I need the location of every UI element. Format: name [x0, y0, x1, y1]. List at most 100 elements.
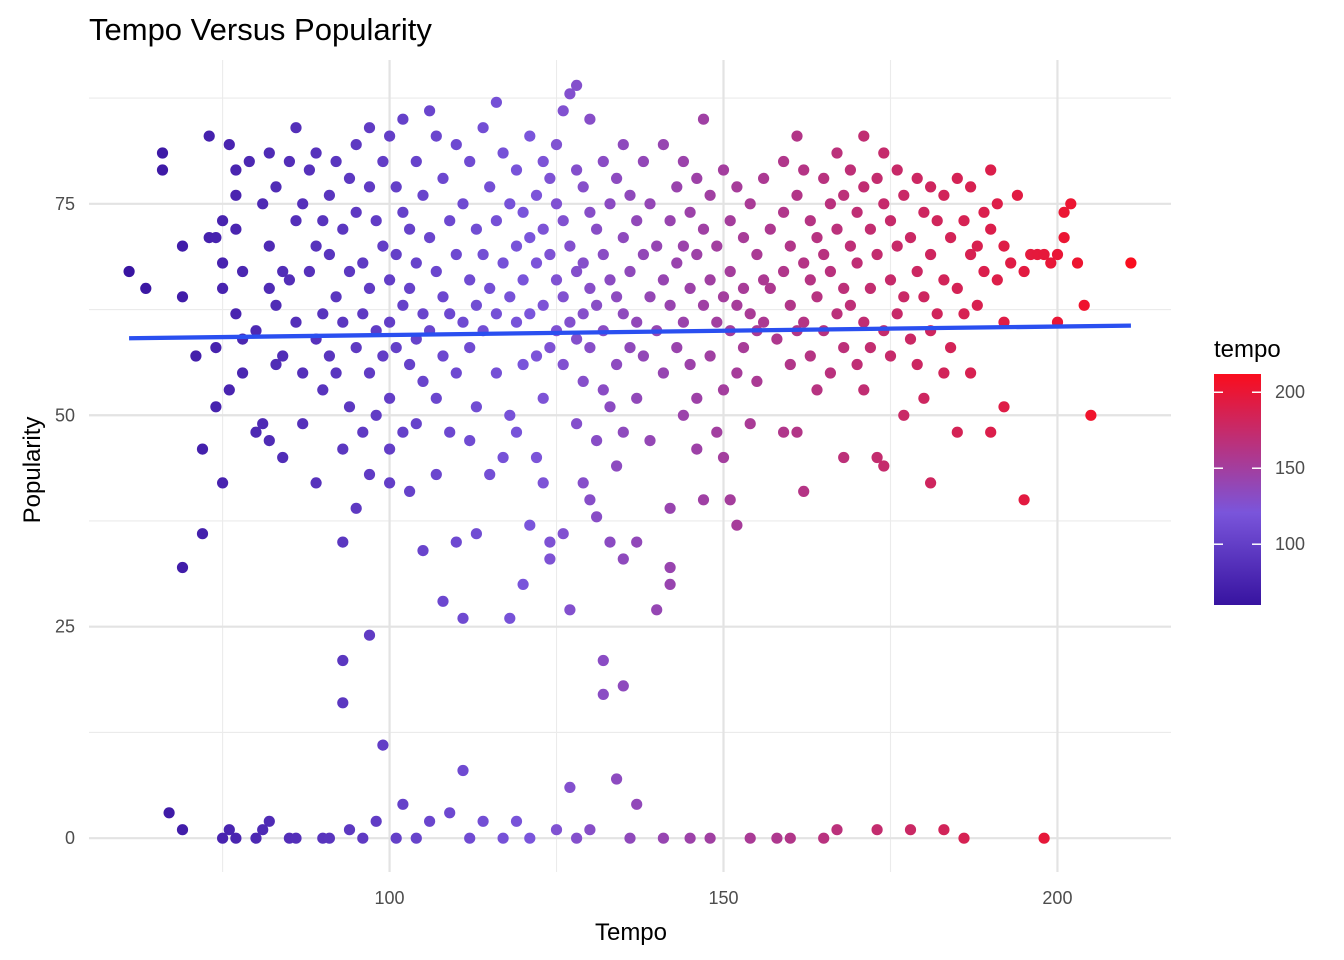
- data-point: [858, 130, 870, 142]
- legend-tick-label: 200: [1275, 382, 1305, 402]
- data-point: [497, 147, 509, 159]
- data-point: [904, 333, 917, 345]
- data-point: [290, 122, 302, 134]
- data-point: [544, 248, 556, 261]
- data-point: [230, 223, 242, 235]
- legend-colorbar: [1214, 374, 1261, 605]
- data-point: [931, 215, 943, 227]
- data-point: [564, 316, 576, 328]
- data-point: [530, 189, 543, 201]
- data-point: [604, 198, 616, 210]
- data-point: [363, 367, 376, 379]
- data-point: [277, 265, 289, 278]
- data-point: [651, 604, 663, 616]
- data-point: [1071, 257, 1084, 269]
- data-point: [637, 350, 650, 362]
- data-point: [791, 426, 803, 438]
- y-tick-label: 25: [55, 617, 75, 637]
- data-point: [350, 502, 362, 514]
- data-point: [778, 155, 790, 168]
- data-point: [591, 223, 603, 235]
- data-point: [363, 122, 376, 134]
- data-point: [397, 798, 409, 810]
- data-point: [731, 181, 743, 193]
- data-point: [123, 265, 135, 278]
- data-point: [651, 240, 663, 252]
- data-point: [611, 460, 623, 472]
- plot-grid: [89, 60, 1171, 872]
- data-point: [644, 291, 656, 303]
- data-point: [657, 139, 670, 151]
- data-point: [203, 130, 215, 142]
- data-point: [871, 451, 883, 464]
- data-point: [1011, 189, 1024, 201]
- data-point: [230, 832, 242, 844]
- data-point: [564, 240, 576, 252]
- data-point: [444, 426, 456, 438]
- legend-ticks: 100 150 200: [1214, 382, 1305, 554]
- data-point: [758, 316, 770, 328]
- data-point: [617, 553, 629, 565]
- data-point: [878, 147, 890, 159]
- data-point: [263, 240, 275, 252]
- data-point: [991, 274, 1003, 286]
- data-point: [798, 485, 810, 497]
- data-point: [290, 215, 302, 227]
- data-point: [444, 215, 456, 227]
- data-point: [911, 265, 923, 278]
- data-point: [350, 342, 362, 354]
- data-point: [758, 274, 770, 286]
- data-point: [196, 443, 209, 455]
- data-point: [617, 308, 629, 320]
- data-point: [604, 274, 616, 286]
- data-point: [390, 248, 402, 261]
- data-point: [764, 282, 776, 294]
- data-point: [604, 401, 616, 413]
- data-point: [704, 189, 716, 201]
- data-point: [978, 265, 990, 278]
- data-point: [591, 511, 603, 523]
- data-point: [1038, 248, 1050, 261]
- data-point: [1058, 232, 1070, 244]
- data-point: [1005, 257, 1017, 269]
- data-point: [597, 155, 609, 168]
- data-point: [717, 291, 730, 303]
- data-point: [424, 815, 436, 827]
- data-point: [884, 350, 897, 362]
- data-point: [631, 215, 643, 227]
- data-point: [858, 384, 870, 396]
- data-point: [303, 265, 315, 278]
- data-point: [530, 451, 543, 464]
- data-point: [945, 232, 957, 244]
- data-point: [791, 130, 803, 142]
- data-point: [140, 282, 152, 294]
- data-point: [704, 274, 716, 286]
- data-point: [290, 832, 302, 844]
- data-point: [490, 96, 502, 108]
- data-point: [357, 257, 369, 269]
- data-point: [557, 291, 569, 303]
- data-point: [577, 257, 589, 269]
- data-point: [404, 358, 416, 371]
- data-point: [310, 147, 322, 159]
- data-point: [557, 358, 569, 371]
- data-point: [544, 553, 556, 565]
- data-point: [604, 536, 616, 548]
- data-point: [537, 392, 549, 404]
- data-point: [323, 350, 335, 362]
- x-axis-ticks: 100 150 200: [375, 888, 1073, 908]
- data-point: [210, 342, 222, 354]
- data-point: [985, 164, 997, 176]
- data-point: [818, 248, 830, 261]
- data-point: [884, 274, 897, 286]
- data-point: [484, 468, 496, 481]
- data-point: [818, 172, 830, 184]
- data-point: [323, 832, 335, 844]
- data-point: [343, 172, 356, 184]
- data-point: [571, 418, 583, 430]
- data-point: [537, 477, 549, 489]
- data-point: [390, 181, 402, 193]
- data-point: [644, 435, 656, 447]
- data-point: [811, 384, 823, 396]
- data-point: [497, 451, 509, 464]
